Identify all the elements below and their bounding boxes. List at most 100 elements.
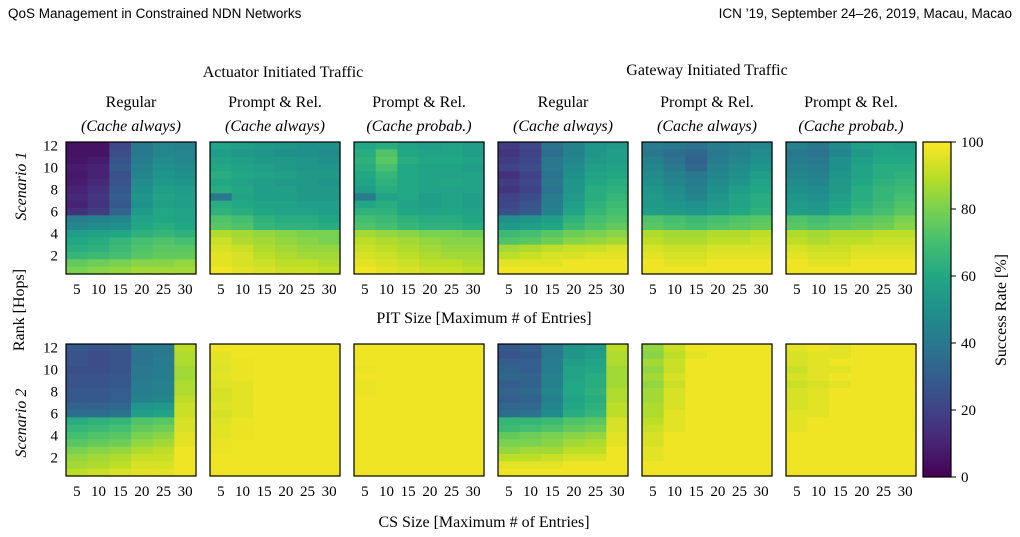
heatmap-cell	[109, 388, 132, 396]
heatmap-cell	[541, 446, 564, 455]
heatmap-cell	[584, 230, 607, 238]
x-tick-label: 5	[73, 484, 81, 500]
heatmap-cell	[440, 468, 463, 477]
heatmap-cell	[375, 208, 398, 216]
heatmap-cell	[707, 454, 730, 462]
panel-subtitle: (Cache always)	[225, 118, 325, 135]
heatmap-cell	[462, 193, 485, 202]
heatmap-cell	[109, 468, 132, 477]
heatmap-cell	[440, 237, 463, 246]
heatmap-cell	[131, 468, 154, 477]
heatmap-cell	[210, 446, 233, 455]
heatmap-cell	[131, 417, 154, 426]
heatmap-cell	[541, 252, 564, 260]
heatmap-cell	[786, 244, 809, 253]
heatmap-cell	[87, 266, 110, 275]
heatmap-cell	[419, 142, 442, 150]
heatmap-cell	[318, 164, 341, 172]
heatmap-cell	[210, 208, 233, 216]
heatmap-cell	[563, 171, 586, 180]
heatmap-cell	[685, 244, 708, 253]
y-tick-label: 2	[51, 249, 59, 265]
heatmap-cell	[231, 417, 254, 426]
heatmap-cell	[210, 461, 233, 470]
heatmap-cell	[66, 380, 89, 389]
heatmap-cell	[606, 244, 629, 253]
heatmap-cell	[87, 178, 110, 187]
heatmap-cell	[807, 252, 830, 260]
heatmap-cell	[152, 461, 175, 470]
heatmap-cell	[851, 417, 874, 426]
heatmap-cell	[685, 432, 708, 440]
heatmap-cell	[109, 446, 132, 455]
heatmap-cell	[174, 417, 197, 426]
heatmap-cell	[519, 149, 542, 158]
heatmap-cell	[354, 344, 377, 352]
heatmap-cell	[152, 344, 175, 352]
heatmap-cell	[685, 142, 708, 150]
heatmap-cell	[663, 380, 686, 389]
heatmap-cell	[253, 230, 276, 238]
heatmap-cell	[375, 259, 398, 268]
heatmap-cell	[440, 380, 463, 389]
heatmap-cell	[498, 149, 521, 158]
heatmap-cell	[354, 178, 377, 187]
heatmap-cell	[786, 461, 809, 470]
heatmap-cell	[829, 237, 852, 246]
heatmap-cell	[786, 259, 809, 268]
heatmap-cell	[131, 461, 154, 470]
heatmap-cell	[728, 366, 751, 374]
heatmap-cell	[109, 373, 132, 382]
heatmap-cell	[851, 439, 874, 448]
colorbar-tick-label: 100	[961, 135, 984, 151]
panel-title: Prompt & Rel.	[372, 94, 466, 111]
x-tick-label: 25	[876, 484, 891, 500]
heatmap-cell	[210, 266, 233, 275]
heatmap-cell	[563, 186, 586, 194]
heatmap-cell	[354, 373, 377, 382]
heatmap-cell	[519, 358, 542, 367]
x-axis-label-pit: PIT Size [Maximum # of Entries]	[376, 310, 591, 327]
heatmap-cell	[786, 395, 809, 404]
heatmap-cell	[750, 358, 773, 367]
heatmap-cell	[397, 200, 420, 209]
heatmap-cell	[375, 237, 398, 246]
panel-frame	[785, 343, 917, 477]
heatmap-cell	[354, 454, 377, 462]
heatmap-cell	[541, 186, 564, 194]
heatmap-cell	[296, 446, 319, 455]
heatmap-cell	[872, 402, 895, 411]
heatmap-cell	[750, 417, 773, 426]
heatmap-cell	[375, 439, 398, 448]
heatmap-cell	[131, 252, 154, 260]
heatmap-cell	[872, 373, 895, 382]
heatmap-cell	[231, 149, 254, 158]
heatmap-cell	[440, 366, 463, 374]
heatmap-cell	[642, 237, 665, 246]
heatmap-cell	[642, 388, 665, 396]
heatmap-cell	[606, 432, 629, 440]
heatmap-cell	[851, 164, 874, 172]
heatmap-cell	[354, 432, 377, 440]
heatmap-cell	[87, 432, 110, 440]
heatmap-cell	[440, 215, 463, 224]
heatmap-cell	[152, 395, 175, 404]
heatmap-cell	[807, 410, 830, 418]
heatmap-cell	[685, 380, 708, 389]
panel-frame	[209, 343, 341, 477]
panel-frame	[641, 343, 773, 477]
panel-frame	[65, 343, 197, 477]
heatmap-cell	[397, 178, 420, 187]
heatmap-cell	[663, 417, 686, 426]
heatmap-cell	[253, 439, 276, 448]
heatmap-cell	[231, 171, 254, 180]
heatmap-cell	[541, 439, 564, 448]
heatmap-cell	[296, 259, 319, 268]
heatmap-cell	[642, 230, 665, 238]
heatmap-cell	[354, 266, 377, 275]
heatmap-cell	[498, 164, 521, 172]
heatmap-cell	[440, 259, 463, 268]
heatmap-cell	[66, 149, 89, 158]
heatmap-cell	[541, 424, 564, 433]
heatmap-cell	[707, 410, 730, 418]
